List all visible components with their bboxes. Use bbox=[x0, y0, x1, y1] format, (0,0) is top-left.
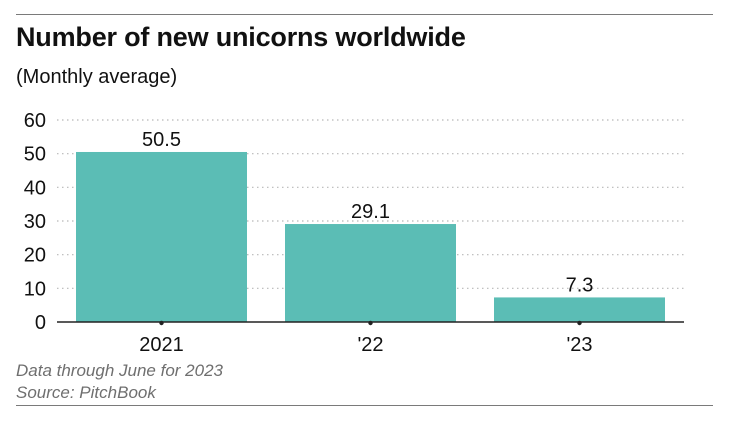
bar bbox=[285, 224, 456, 322]
y-tick-label: 20 bbox=[24, 245, 46, 267]
x-tick-label: '22 bbox=[357, 334, 383, 356]
y-tick-label: 30 bbox=[24, 211, 46, 233]
bar-value-label: 29.1 bbox=[351, 201, 390, 223]
x-tick-label: 2021 bbox=[139, 334, 184, 356]
bar-value-label: 7.3 bbox=[566, 274, 594, 296]
y-tick-label: 50 bbox=[24, 144, 46, 166]
y-tick-label: 40 bbox=[24, 177, 46, 199]
bar bbox=[76, 151, 247, 322]
source-note: Source: PitchBook bbox=[16, 383, 156, 402]
bottom-rule bbox=[16, 405, 713, 406]
bar-value-label: 50.5 bbox=[142, 129, 181, 151]
data-note: Data through June for 2023 bbox=[16, 361, 223, 380]
y-tick-label: 10 bbox=[24, 278, 46, 300]
y-tick-label: 60 bbox=[24, 110, 46, 132]
y-tick-label: 0 bbox=[35, 312, 46, 334]
chart-subtitle: (Monthly average) bbox=[16, 66, 178, 88]
chart-title: Number of new unicorns worldwide bbox=[16, 22, 466, 52]
top-rule bbox=[16, 14, 713, 15]
bar bbox=[494, 297, 665, 322]
x-tick-label: '23 bbox=[566, 334, 592, 356]
